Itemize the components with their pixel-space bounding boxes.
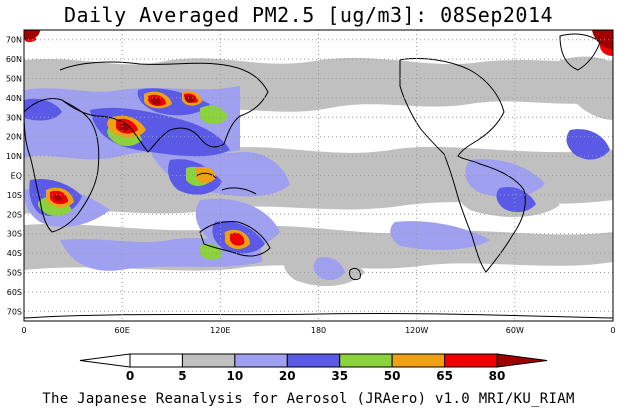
lon-tick-label: 120W [405,326,428,335]
colorbar-cell [444,353,498,368]
lat-tick-label: EQ [11,172,22,181]
lat-tick-label: 60N [6,55,22,64]
lat-tick-label: 20N [6,133,22,142]
lat-tick-label: 50S [7,269,22,278]
colorbar-tick-label: 80 [489,369,506,383]
lat-tick-label: 40S [7,249,22,258]
map-frame [23,29,614,322]
lat-tick-label: 30N [6,113,22,122]
coastlines [24,33,613,319]
colorbar-tick-label: 5 [178,369,186,383]
colorbar-cell [181,353,236,368]
lon-tick-label: 120E [210,326,230,335]
colorbar-labels: 0 5 10 20 35 50 65 80 [126,369,506,383]
pm25-map: 70N 60N 50N 40N 30N 20N 10N EQ 10S 20S 30S 40S 50S 60… [6,29,616,335]
lon-tick-label: 60W [506,326,524,335]
colorbar-tick-label: 20 [279,369,296,383]
lat-tick-label: 30S [7,230,22,239]
lat-tick-label: 70N [6,36,22,45]
lon-tick-label: 0 [610,326,615,335]
colorbar-tick-label: 10 [227,369,244,383]
colorbar-tick-label: 65 [436,369,453,383]
longitude-labels: 0 60E 120E 180 120W 60W 0 [21,326,615,335]
latitude-labels: 70N 60N 50N 40N 30N 20N 10N EQ 10S 20S 30S 40S 50S 60… [6,36,22,317]
lat-tick-label: 40N [6,94,22,103]
pm25-band-80-plus [24,30,613,201]
map-gridlines [24,30,613,321]
map-title: Daily Averaged PM2.5 [ug/m3]: 08Sep2014 [63,3,554,27]
lon-tick-label: 0 [21,326,26,335]
lon-tick-label: 60E [115,326,130,335]
colorbar-low-arrow [79,353,131,368]
colorbar-cell [339,353,393,368]
lat-tick-label: 20S [7,210,22,219]
colorbar: 0 5 10 20 35 50 65 80 [79,353,548,383]
lon-tick-label: 180 [311,326,326,335]
colorbar-high-arrow [496,353,548,368]
colorbar-cell [286,353,341,368]
lat-tick-label: 10N [6,152,22,161]
colorbar-cells [79,353,548,368]
footer-credit: The Japanese Reanalysis for Aerosol (JRA… [42,391,575,407]
colorbar-tick-label: 35 [331,369,348,383]
lat-tick-label: 60S [7,288,22,297]
lat-tick-label: 10S [7,191,22,200]
lat-tick-label: 70S [7,307,22,316]
colorbar-tick-label: 0 [126,369,134,383]
colorbar-cell [234,353,288,368]
lat-tick-label: 50N [6,75,22,84]
colorbar-tick-label: 50 [384,369,401,383]
colorbar-cell [391,353,446,368]
colorbar-cell [129,353,183,368]
